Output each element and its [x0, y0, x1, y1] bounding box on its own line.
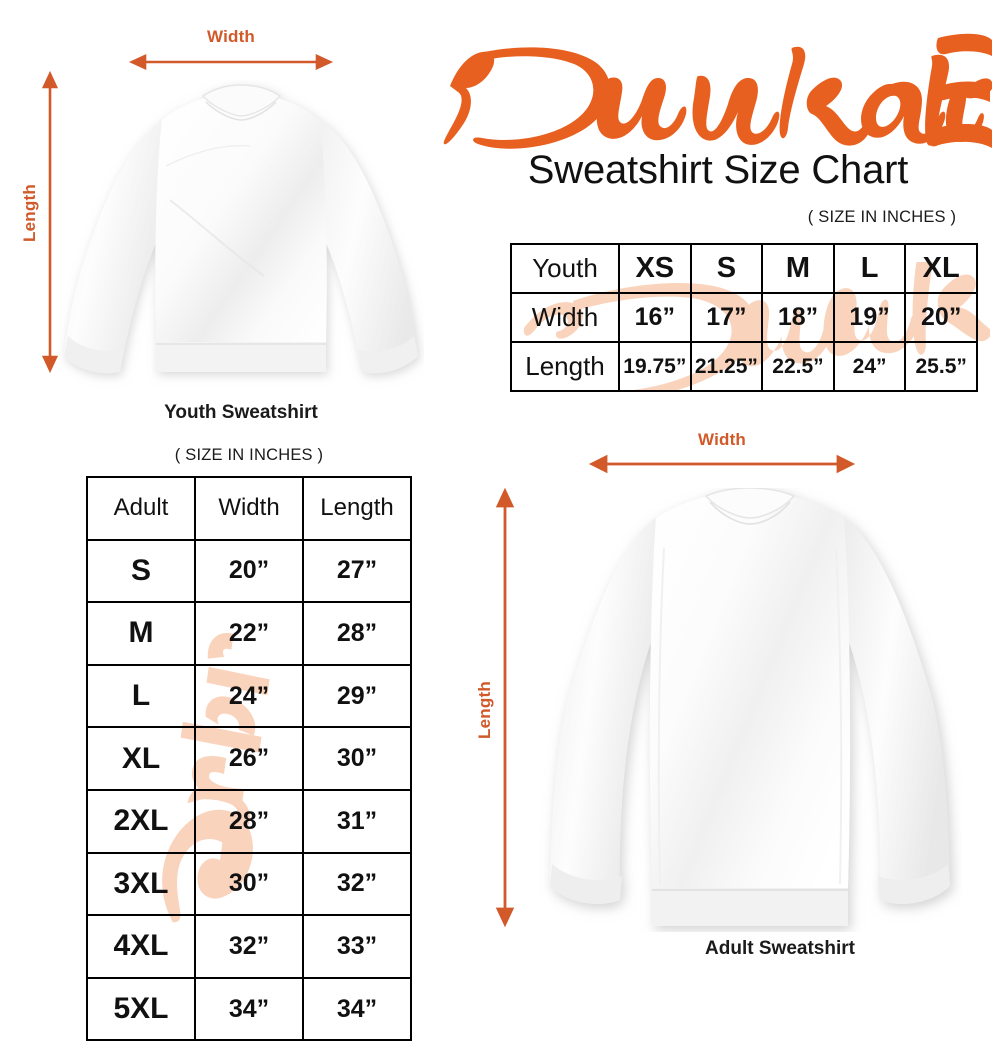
adult-size-2xl: 2XL [86, 788, 196, 854]
table-header-row: Youth XS S M L XL [510, 243, 978, 294]
table-row: Width 16” 17” 18” 19” 20” [510, 292, 978, 343]
adult-col-size: Adult [86, 476, 196, 541]
table-row: S 20” 27” [86, 538, 412, 604]
youth-width-xl: 20” [904, 292, 978, 343]
adult-width-l: 24” [194, 663, 304, 729]
youth-length-s: 21.25” [689, 341, 764, 392]
adult-size-table: Adult Width Length S 20” 27” M 22” 28” L… [86, 476, 412, 1041]
youth-length-arrow [41, 70, 59, 374]
adult-sweatshirt-image [538, 488, 962, 932]
adult-length-label: Length [475, 681, 494, 739]
adult-width-m: 22” [194, 601, 304, 666]
youth-unit-note: ( SIZE IN INCHES ) [807, 208, 957, 226]
adult-width-label: Width [697, 430, 747, 449]
adult-length-l: 29” [302, 663, 412, 729]
adult-length-4xl: 33” [302, 914, 412, 979]
adult-size-m: M [86, 601, 196, 666]
adult-width-xl: 26” [194, 726, 304, 791]
adult-width-s: 20” [194, 538, 304, 604]
youth-row-label-length: Length [510, 341, 620, 392]
adult-length-xl: 30” [302, 726, 412, 791]
adult-length-s: 27” [302, 538, 412, 604]
table-row: XL 26” 30” [86, 726, 412, 791]
youth-width-xs: 16” [618, 292, 692, 343]
adult-length-m: 28” [302, 601, 412, 666]
adult-width-3xl: 30” [194, 851, 304, 917]
adult-size-5xl: 5XL [86, 976, 196, 1041]
adult-width-arrow [588, 454, 856, 474]
adult-size-s: S [86, 538, 196, 604]
youth-row-label-size: Youth [510, 243, 620, 294]
youth-size-m: M [761, 243, 835, 294]
adult-length-2xl: 31” [302, 788, 412, 854]
youth-width-label: Width [206, 27, 256, 46]
table-header-row: Adult Width Length [86, 476, 412, 541]
page-title: Sweatshirt Size Chart [527, 148, 909, 192]
youth-size-table: Youth XS S M L XL Width 16” 17” 18” 19” … [510, 243, 978, 392]
adult-width-4xl: 32” [194, 914, 304, 979]
adult-length-arrow [495, 487, 515, 928]
table-row: M 22” 28” [86, 601, 412, 666]
youth-width-arrow [128, 53, 334, 71]
table-row: 4XL 32” 33” [86, 914, 412, 979]
adult-length-5xl: 34” [302, 976, 412, 1041]
youth-size-s: S [689, 243, 764, 294]
adult-size-3xl: 3XL [86, 851, 196, 917]
adult-length-3xl: 32” [302, 851, 412, 917]
adult-unit-note: ( SIZE IN INCHES ) [174, 446, 324, 464]
adult-width-2xl: 28” [194, 788, 304, 854]
table-row: 3XL 30” 32” [86, 851, 412, 917]
youth-length-xs: 19.75” [618, 341, 692, 392]
youth-size-xl: XL [904, 243, 978, 294]
adult-caption: Adult Sweatshirt [705, 938, 855, 959]
adult-size-4xl: 4XL [86, 914, 196, 979]
youth-sweatshirt-image [58, 80, 424, 402]
table-row: 5XL 34” 34” [86, 976, 412, 1041]
adult-col-length: Length [302, 476, 412, 541]
adult-col-width: Width [194, 476, 304, 541]
youth-caption: Youth Sweatshirt [164, 402, 318, 423]
table-row: Length 19.75” 21.25” 22.5” 24” 25.5” [510, 341, 978, 392]
dunkare-logo [440, 30, 992, 160]
youth-size-l: L [832, 243, 907, 294]
youth-row-label-width: Width [510, 292, 620, 343]
adult-size-xl: XL [86, 726, 196, 791]
youth-length-xl: 25.5” [904, 341, 978, 392]
table-row: L 24” 29” [86, 663, 412, 729]
youth-size-xs: XS [618, 243, 692, 294]
youth-width-m: 18” [761, 292, 835, 343]
youth-length-label: Length [20, 184, 39, 242]
table-row: 2XL 28” 31” [86, 788, 412, 854]
size-chart-canvas: Width Length [20, 27, 992, 1041]
youth-width-s: 17” [689, 292, 764, 343]
adult-width-5xl: 34” [194, 976, 304, 1041]
youth-length-l: 24” [832, 341, 907, 392]
youth-width-l: 19” [832, 292, 907, 343]
adult-size-l: L [86, 663, 196, 729]
youth-length-m: 22.5” [761, 341, 835, 392]
